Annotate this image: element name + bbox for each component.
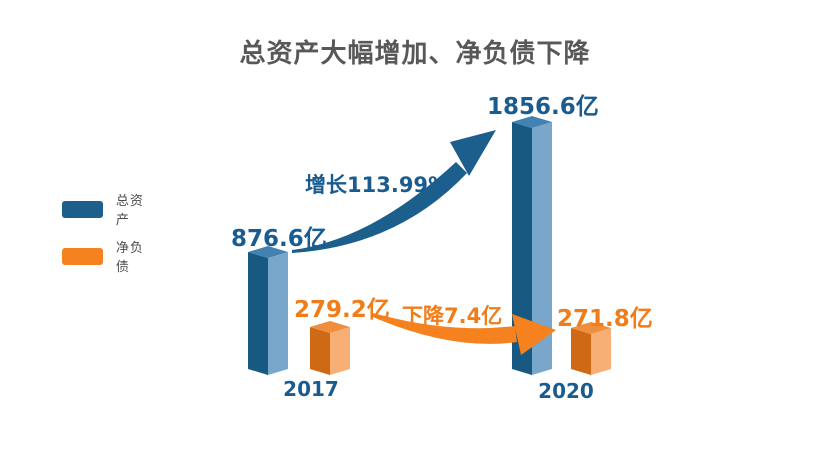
bar-top-face xyxy=(310,321,350,333)
bar-right-face xyxy=(268,252,288,375)
legend-item-net-debt: 净负债 xyxy=(62,241,146,275)
bar-right-face xyxy=(591,328,611,375)
legend-label-net-debt: 净负债 xyxy=(115,241,144,275)
legend-swatch-total-assets xyxy=(62,200,103,218)
bar-top-face xyxy=(571,322,611,334)
bar-left-face xyxy=(512,122,532,375)
value-label-net-debt-2020: 271.8亿 xyxy=(557,306,653,332)
value-label-net-debt-2017: 279.2亿 xyxy=(294,297,390,323)
year-label-2017: 2017 xyxy=(283,377,339,401)
bar-left-face xyxy=(310,327,330,375)
bar-net-debt-2020 xyxy=(571,322,611,375)
bar-left-face xyxy=(571,328,591,375)
value-label-total-assets-2017: 876.6亿 xyxy=(231,226,327,252)
bar-net-debt-2017 xyxy=(310,321,350,375)
legend-label-total-assets: 总资产 xyxy=(115,194,144,228)
legend-swatch-net-debt xyxy=(62,247,103,265)
bar-right-face xyxy=(532,122,552,375)
chart-title: 总资产大幅增加、净负债下降 xyxy=(239,39,591,69)
bar-top-face xyxy=(512,116,552,128)
legend-item-total-assets: 总资产 xyxy=(62,194,146,228)
growth-annotation: 增长113.99% xyxy=(305,173,450,197)
value-label-total-assets-2020: 1856.6亿 xyxy=(487,94,599,120)
bar-total-assets-2020 xyxy=(512,116,552,375)
year-label-2020: 2020 xyxy=(538,379,594,403)
bar-right-face xyxy=(330,327,350,375)
bar-total-assets-2017 xyxy=(248,246,288,375)
bar-top-face xyxy=(248,246,288,258)
decline-annotation: 下降7.4亿 xyxy=(402,304,503,328)
bar-left-face xyxy=(248,252,268,375)
